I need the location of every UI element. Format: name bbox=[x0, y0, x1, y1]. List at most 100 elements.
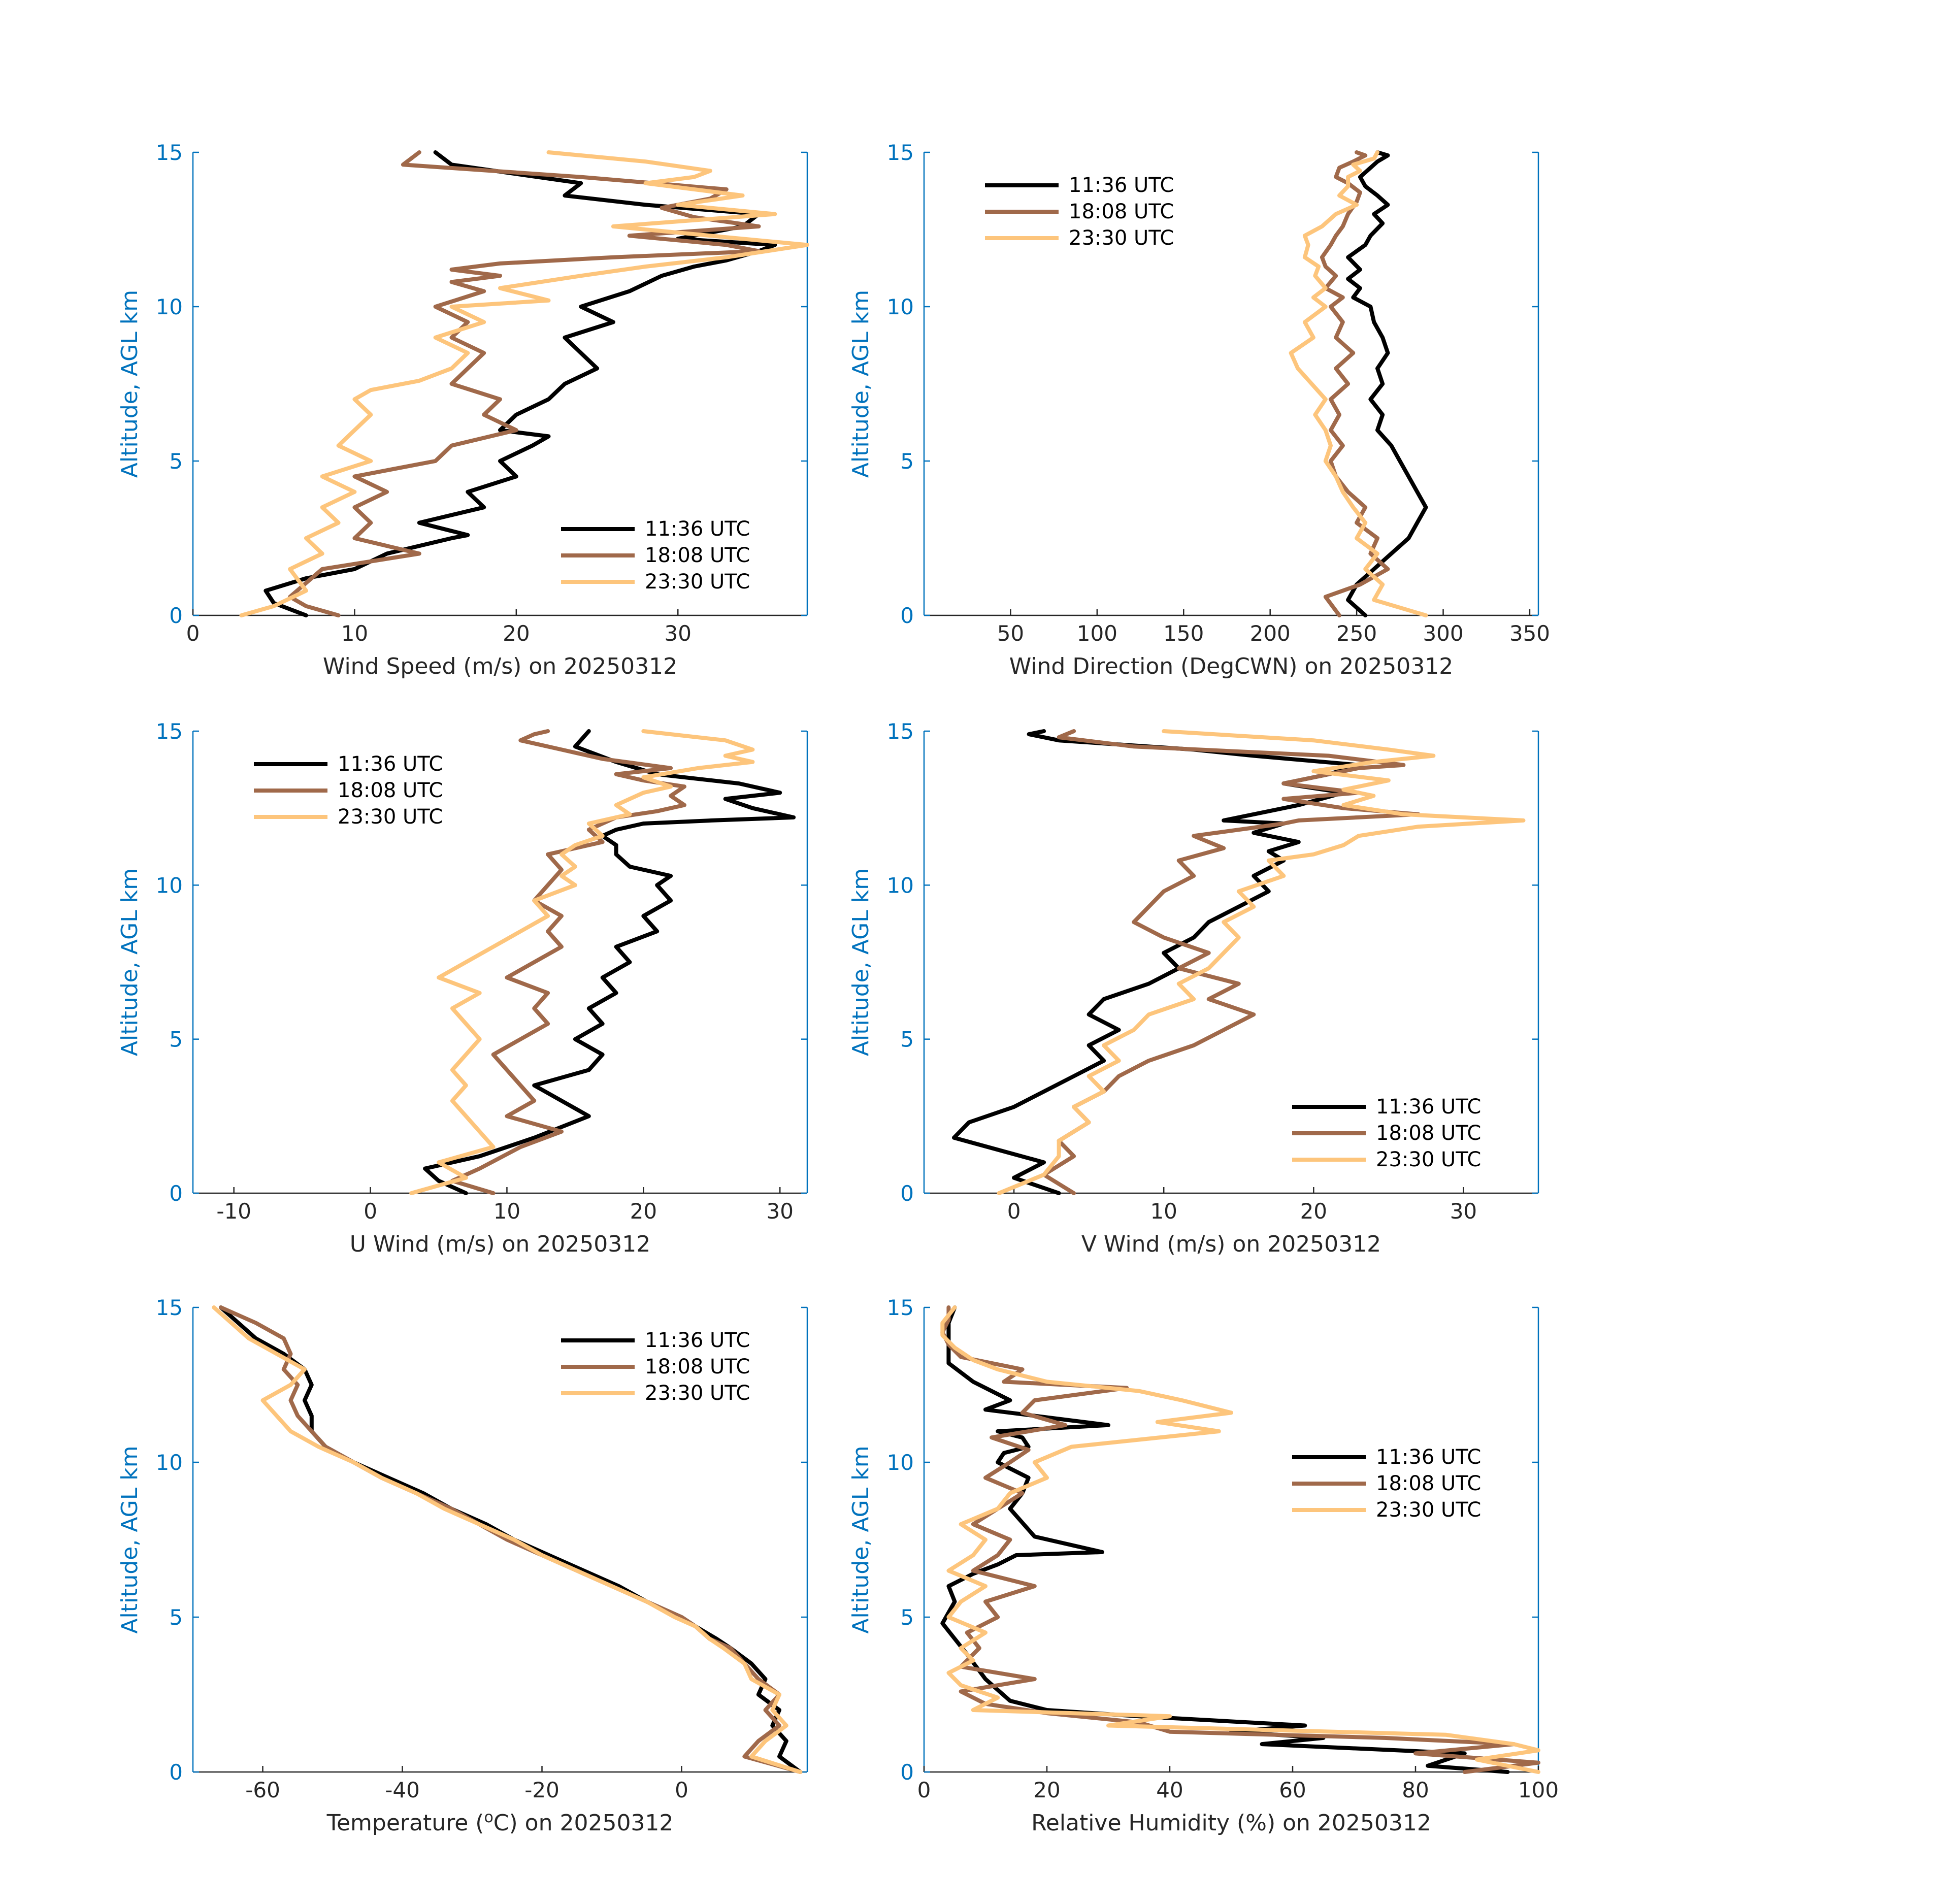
chart-panel-3: -10 0 10 20 30 0 5 10 15 U Wind (m/s) on 20250312… bbox=[117, 719, 808, 1257]
y-tick-label: 0 bbox=[900, 1181, 914, 1206]
x-tick-label: 10 bbox=[493, 1199, 520, 1224]
x-axis-label: Relative Humidity (%) on 20250312 bbox=[1031, 1810, 1431, 1836]
legend-label-2: 18:08 UTC bbox=[645, 544, 750, 567]
series-line-2 bbox=[450, 729, 686, 1195]
y-tick-label: 15 bbox=[156, 719, 183, 744]
x-tick-label: -60 bbox=[245, 1778, 280, 1802]
legend-label-2: 18:08 UTC bbox=[1376, 1122, 1481, 1145]
chart-panel-1: 0 10 20 30 0 5 10 15 Wind Speed (m/s) on 2025031… bbox=[117, 140, 809, 679]
y-tick-label: 5 bbox=[169, 1605, 183, 1630]
x-axis-label: Wind Direction (DegCWN) on 20250312 bbox=[1009, 653, 1453, 679]
chart-panel-5: -60 -40 -20 0 0 5 10 15 Temperature (oC) on 2025… bbox=[117, 1295, 808, 1836]
legend: 11:36 UTC 18:08 UTC 23:30 UTC bbox=[985, 174, 1174, 250]
x-tick-label: 100 bbox=[1518, 1778, 1559, 1802]
y-tick-label: 10 bbox=[156, 1450, 183, 1475]
legend: 11:36 UTC 18:08 UTC 23:30 UTC bbox=[254, 752, 443, 829]
x-tick-label: 0 bbox=[1007, 1199, 1021, 1224]
series-line-3 bbox=[1289, 150, 1428, 617]
y-tick-label: 0 bbox=[169, 1760, 183, 1785]
x-tick-label: 10 bbox=[1150, 1199, 1177, 1224]
x-tick-label: 20 bbox=[1300, 1199, 1327, 1224]
x-axis-label: Temperature (oC) on 20250312 bbox=[326, 1809, 674, 1836]
x-tick-label: 0 bbox=[186, 621, 200, 646]
y-tick-label: 5 bbox=[900, 1605, 914, 1630]
legend-label-2: 18:08 UTC bbox=[645, 1355, 750, 1378]
x-tick-label: 150 bbox=[1163, 621, 1204, 646]
x-tick-label: 30 bbox=[766, 1199, 793, 1224]
x-tick-label: 30 bbox=[1450, 1199, 1477, 1224]
legend-label-3: 23:30 UTC bbox=[338, 805, 443, 829]
legend-label-3: 23:30 UTC bbox=[645, 570, 750, 594]
x-tick-label: 20 bbox=[1033, 1778, 1060, 1802]
x-tick-label: 0 bbox=[917, 1778, 931, 1802]
x-tick-label: 20 bbox=[503, 621, 530, 646]
x-tick-label: 40 bbox=[1156, 1778, 1183, 1802]
x-tick-label: 250 bbox=[1336, 621, 1377, 646]
x-axis-label: Wind Speed (m/s) on 20250312 bbox=[323, 653, 677, 679]
series-line-3 bbox=[239, 150, 809, 617]
y-tick-label: 10 bbox=[887, 1450, 914, 1475]
y-tick-label: 5 bbox=[169, 449, 183, 474]
chart-panel-6: 0 20 40 60 80 100 0 5 10 15 Relative Humidity (%) … bbox=[848, 1295, 1559, 1836]
y-tick-label: 15 bbox=[887, 140, 914, 165]
x-tick-label: -20 bbox=[524, 1778, 559, 1802]
legend-label-1: 11:36 UTC bbox=[1376, 1446, 1481, 1469]
y-axis-label: Altitude, AGL km bbox=[848, 290, 874, 478]
series-line-1 bbox=[940, 1305, 1510, 1774]
y-axis-label: Altitude, AGL km bbox=[117, 868, 143, 1056]
y-tick-label: 10 bbox=[887, 294, 914, 319]
series-line-1 bbox=[219, 1305, 803, 1774]
y-axis-label: Altitude, AGL km bbox=[117, 290, 143, 478]
x-tick-label: 10 bbox=[341, 621, 368, 646]
x-axis-label: U Wind (m/s) on 20250312 bbox=[350, 1231, 650, 1257]
series-line-3 bbox=[212, 1305, 803, 1774]
x-axis-label: V Wind (m/s) on 20250312 bbox=[1081, 1231, 1381, 1257]
legend-label-3: 23:30 UTC bbox=[1376, 1148, 1481, 1171]
series-line-3 bbox=[940, 1305, 1540, 1774]
legend: 11:36 UTC 18:08 UTC 23:30 UTC bbox=[1292, 1095, 1481, 1171]
y-axis-label: Altitude, AGL km bbox=[848, 1446, 874, 1633]
x-tick-label: 80 bbox=[1402, 1778, 1429, 1802]
y-tick-label: 0 bbox=[900, 603, 914, 628]
legend-label-1: 11:36 UTC bbox=[1069, 174, 1174, 197]
y-tick-label: 10 bbox=[887, 873, 914, 898]
legend: 11:36 UTC 18:08 UTC 23:30 UTC bbox=[561, 517, 750, 594]
x-tick-label: 20 bbox=[630, 1199, 657, 1224]
x-tick-label: 0 bbox=[364, 1199, 377, 1224]
y-tick-label: 15 bbox=[887, 1295, 914, 1320]
x-tick-label: 0 bbox=[675, 1778, 688, 1802]
chart-panel-2: 50 100 150 200 250 300 350 0 5 10 15 Wind Direction… bbox=[848, 140, 1550, 679]
chart-panel-4: 0 10 20 30 0 5 10 15 V Wind (m/s) on 20250312 Alt… bbox=[848, 719, 1539, 1257]
legend-label-1: 11:36 UTC bbox=[645, 517, 750, 541]
y-tick-label: 10 bbox=[156, 294, 183, 319]
y-tick-label: 5 bbox=[169, 1027, 183, 1052]
series-line-1 bbox=[1346, 150, 1428, 617]
legend-label-1: 11:36 UTC bbox=[1376, 1095, 1481, 1119]
legend-label-2: 18:08 UTC bbox=[338, 779, 443, 802]
y-tick-label: 0 bbox=[169, 1181, 183, 1206]
y-tick-label: 10 bbox=[156, 873, 183, 898]
series-line-2 bbox=[1320, 150, 1390, 617]
y-tick-label: 0 bbox=[169, 603, 183, 628]
x-tick-label: 200 bbox=[1250, 621, 1291, 646]
legend: 11:36 UTC 18:08 UTC 23:30 UTC bbox=[561, 1329, 750, 1405]
series-line-3 bbox=[409, 729, 755, 1195]
y-tick-label: 5 bbox=[900, 449, 914, 474]
x-tick-label: -40 bbox=[385, 1778, 420, 1802]
legend-label-3: 23:30 UTC bbox=[645, 1382, 750, 1405]
x-tick-label: 50 bbox=[997, 621, 1024, 646]
series-line-2 bbox=[1042, 729, 1421, 1195]
legend-label-1: 11:36 UTC bbox=[338, 752, 443, 776]
x-tick-label: 350 bbox=[1509, 621, 1550, 646]
y-axis-label: Altitude, AGL km bbox=[848, 868, 874, 1056]
legend-label-2: 18:08 UTC bbox=[1069, 200, 1174, 223]
y-tick-label: 0 bbox=[900, 1760, 914, 1785]
legend: 11:36 UTC 18:08 UTC 23:30 UTC bbox=[1292, 1446, 1481, 1522]
series-line-2 bbox=[940, 1305, 1540, 1774]
x-tick-label: 300 bbox=[1423, 621, 1463, 646]
y-tick-label: 15 bbox=[156, 1295, 183, 1320]
legend-label-3: 23:30 UTC bbox=[1069, 226, 1174, 250]
